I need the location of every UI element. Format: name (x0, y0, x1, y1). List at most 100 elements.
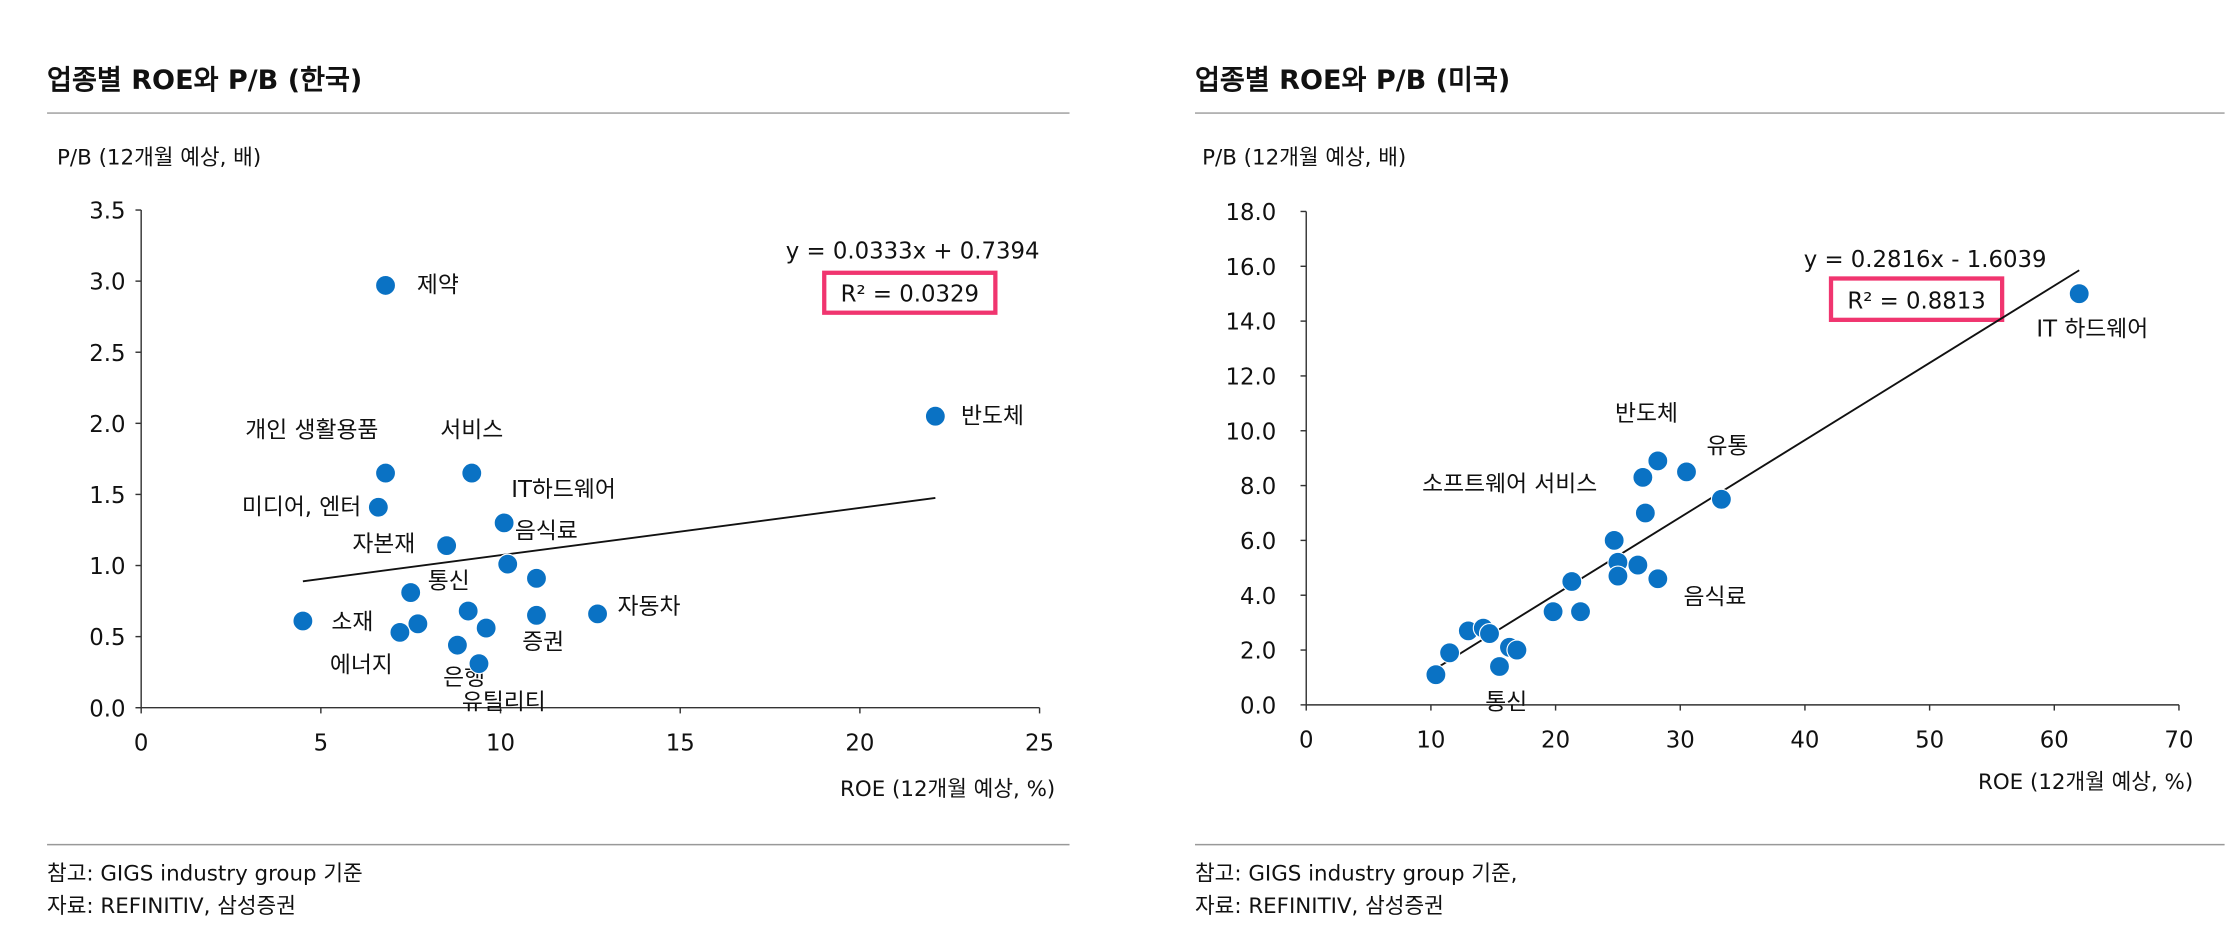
data-point (1627, 554, 1649, 576)
y-tick-label: 4.0 (1240, 584, 1276, 610)
point-label: 자동차 (618, 594, 681, 620)
y-tick-label: 12.0 (1226, 364, 1277, 390)
trend-equation: y = 0.0333x + 0.7394 (786, 239, 1040, 265)
y-tick-label: 18.0 (1226, 200, 1277, 226)
point-label: IT 하드웨어 (2036, 316, 2148, 342)
chart-us: 업종별 ROE와 P/B (미국) P/B (12개월 예상, 배) ROE (… (1195, 65, 2225, 919)
y-tick-label: 14.0 (1226, 310, 1277, 336)
point-label: 통신 (1485, 689, 1527, 715)
point-label: 음식료 (515, 518, 578, 544)
data-point (446, 634, 468, 656)
y-tick-label: 3.5 (89, 199, 125, 225)
point-label: 유틸리티 (462, 689, 546, 715)
data-point (400, 581, 422, 604)
data-point (457, 600, 479, 622)
chart-title: 업종별 ROE와 P/B (한국) (47, 65, 362, 96)
point-label: 미디어, 엔터 (242, 494, 361, 520)
plot-area: 0.0 2.0 4.0 6.0 8.0 10.0 12.0 14.0 16.0 18.0 0 10 20… (1226, 200, 2194, 754)
data-point (1569, 601, 1592, 623)
trend-equation: y = 0.2816x - 1.6039 (1804, 247, 2047, 273)
point-label: 음식료 (1683, 584, 1746, 610)
note: 참고: GIGS industry group 기준 (47, 861, 363, 886)
x-tick-label: 0 (134, 731, 149, 757)
data-point (1542, 601, 1564, 623)
source: 자료: REFINITIV, 삼성증권 (47, 894, 296, 919)
x-tick-label: 30 (1666, 728, 1695, 754)
y-tick-label: 16.0 (1226, 255, 1277, 281)
x-tick-label: 15 (666, 731, 695, 757)
data-point (924, 405, 946, 427)
y-tick-label: 2.0 (1240, 639, 1276, 665)
x-tick-label: 50 (1915, 728, 1944, 754)
x-tick-label: 10 (1416, 728, 1445, 754)
data-point (367, 496, 389, 518)
y-tick-label: 0.5 (89, 625, 125, 651)
y-axis-label: P/B (12개월 예상, 배) (1202, 145, 1406, 170)
y-tick-label: 1.0 (89, 554, 125, 580)
x-axis-label: ROE (12개월 예상, %) (840, 777, 1055, 802)
data-point (1488, 655, 1511, 678)
y-tick-label: 2.5 (89, 341, 125, 367)
r2-box (1828, 276, 2005, 322)
x-axis-label: ROE (12개월 예상, %) (1978, 770, 2193, 795)
data-point (525, 567, 548, 589)
data-point (1632, 466, 1654, 488)
y-tick-label: 1.5 (89, 483, 125, 509)
y-tick-label: 8.0 (1240, 474, 1276, 500)
y-tick-label: 3.0 (89, 270, 125, 296)
data-point (389, 621, 411, 643)
data-point (407, 613, 429, 635)
data-point (436, 535, 458, 557)
trend-line (1435, 269, 2080, 670)
point-label: 증권 (522, 630, 564, 656)
data-point (493, 512, 515, 534)
data-point (1710, 488, 1732, 510)
chart-title: 업종별 ROE와 P/B (미국) (1195, 65, 1510, 96)
data-point (1506, 639, 1528, 661)
x-tick-label: 20 (845, 731, 874, 757)
point-label: 반도체 (961, 403, 1024, 429)
data-point (1425, 664, 1447, 686)
point-label: 개인 생활용품 (245, 417, 378, 443)
chart-korea: 업종별 ROE와 P/B (한국) P/B (12개월 예상, 배) ROE (… (47, 65, 1070, 919)
source: 자료: REFINITIV, 삼성증권 (1195, 894, 1444, 919)
data-point (468, 653, 490, 675)
y-tick-label: 6.0 (1240, 529, 1276, 555)
plot-area: 0.0 0.5 1.0 1.5 2.0 2.5 3.0 3.5 0 5 10 15 20 25 제약반도체개… (89, 199, 1054, 757)
data-point (1647, 450, 1669, 472)
data-point (475, 617, 497, 639)
x-tick-label: 10 (486, 731, 515, 757)
point-label: 소재 (331, 610, 373, 636)
x-tick-label: 70 (2164, 728, 2193, 754)
point-label: 소프트웨어 서비스 (1422, 472, 1597, 498)
x-tick-label: 40 (1790, 728, 1819, 754)
x-tick-label: 20 (1541, 728, 1570, 754)
data-point (1439, 642, 1461, 664)
data-point (461, 462, 483, 484)
r2-box (822, 270, 998, 315)
data-point (2068, 283, 2090, 305)
point-label: 반도체 (1615, 401, 1678, 427)
data-point (1561, 570, 1583, 593)
y-tick-label: 0.0 (89, 696, 125, 722)
note: 참고: GIGS industry group 기준, (1195, 861, 1517, 886)
point-label: 유통 (1706, 433, 1748, 459)
x-tick-label: 25 (1025, 731, 1054, 757)
y-tick-label: 2.0 (89, 412, 125, 438)
point-label: 에너지 (330, 652, 393, 678)
data-point (1603, 529, 1625, 551)
data-point (374, 274, 397, 296)
r2-value: R² = 0.8813 (1847, 288, 1985, 314)
point-label: 제약 (417, 273, 459, 299)
data-point (1647, 568, 1669, 590)
point-label: 서비스 (440, 417, 503, 443)
y-tick-label: 10.0 (1226, 419, 1277, 445)
point-label: IT하드웨어 (511, 477, 616, 503)
point-label: 자본재 (352, 531, 415, 557)
x-tick-label: 5 (314, 731, 329, 757)
r2-value: R² = 0.0329 (841, 281, 979, 307)
data-point (1607, 565, 1629, 587)
x-tick-label: 60 (2040, 728, 2069, 754)
data-point (374, 462, 397, 484)
